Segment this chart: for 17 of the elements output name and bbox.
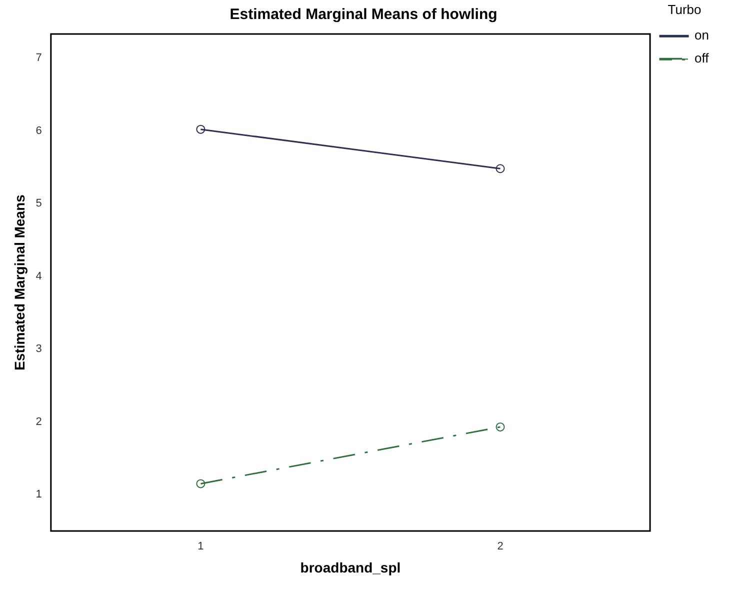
y-tick-label: 3 [36, 343, 42, 356]
legend-label: on [694, 28, 710, 43]
legend-title: Turbo [668, 2, 702, 18]
chart-title: Estimated Marginal Means of howling [230, 6, 498, 24]
y-tick-label: 2 [36, 416, 42, 428]
point [496, 422, 505, 432]
point [196, 124, 206, 134]
y-tick-label: 7 [36, 52, 42, 64]
y-tick-label: 1 [36, 488, 42, 501]
point [196, 479, 206, 488]
point [496, 164, 505, 174]
x-axis-title: broadband_spl [300, 559, 401, 576]
y-tick-label: 4 [36, 270, 42, 282]
legend-label: off [694, 50, 710, 66]
y-tick-label: 6 [36, 124, 42, 137]
y-tick-label: 5 [36, 198, 42, 210]
y-axis-title: Estimated Marginal Means [11, 194, 28, 370]
